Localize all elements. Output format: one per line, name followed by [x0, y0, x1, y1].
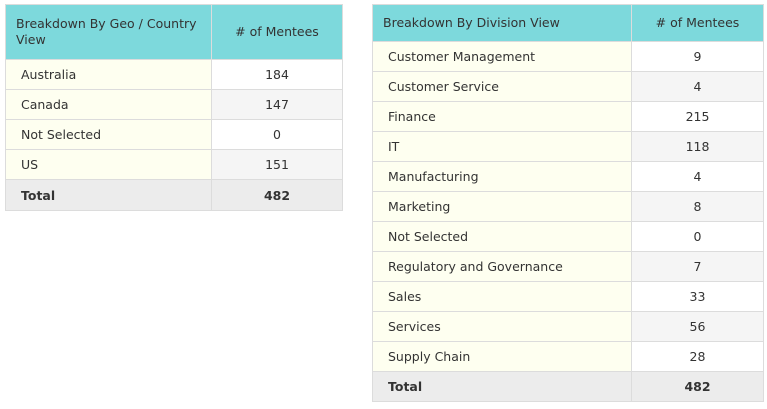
row-label: Not Selected: [5, 119, 212, 150]
table-row: Marketing 8: [372, 191, 764, 222]
row-label: Australia: [5, 59, 212, 90]
table-header-row: Breakdown By Division View # of Mentees: [372, 4, 764, 42]
table-row: Supply Chain 28: [372, 341, 764, 372]
row-label: Manufacturing: [372, 161, 632, 192]
total-value: 482: [211, 179, 343, 211]
row-value: 28: [631, 341, 764, 372]
division-breakdown-table: Breakdown By Division View # of Mentees …: [372, 4, 764, 402]
table-row: Customer Management 9: [372, 41, 764, 72]
table-header-row: Breakdown By Geo / Country View # of Men…: [5, 4, 343, 60]
row-label: Sales: [372, 281, 632, 312]
row-value: 184: [211, 59, 343, 90]
row-label: IT: [372, 131, 632, 162]
row-value: 147: [211, 89, 343, 120]
total-label: Total: [5, 179, 212, 211]
geo-header-value: # of Mentees: [211, 4, 343, 60]
row-label: US: [5, 149, 212, 180]
table-row: Sales 33: [372, 281, 764, 312]
row-label: Canada: [5, 89, 212, 120]
row-value: 7: [631, 251, 764, 282]
table-row: Not Selected 0: [372, 221, 764, 252]
table-row: Services 56: [372, 311, 764, 342]
row-value: 4: [631, 71, 764, 102]
row-label: Supply Chain: [372, 341, 632, 372]
row-value: 33: [631, 281, 764, 312]
total-row: Total 482: [372, 371, 764, 402]
table-row: Regulatory and Governance 7: [372, 251, 764, 282]
row-label: Customer Management: [372, 41, 632, 72]
row-value: 8: [631, 191, 764, 222]
row-label: Services: [372, 311, 632, 342]
row-label: Regulatory and Governance: [372, 251, 632, 282]
row-value: 4: [631, 161, 764, 192]
row-value: 151: [211, 149, 343, 180]
row-value: 118: [631, 131, 764, 162]
division-header-value: # of Mentees: [631, 4, 764, 42]
table-row: Not Selected 0: [5, 119, 343, 150]
table-row: Manufacturing 4: [372, 161, 764, 192]
row-label: Not Selected: [372, 221, 632, 252]
table-row: Finance 215: [372, 101, 764, 132]
row-value: 56: [631, 311, 764, 342]
division-header-label: Breakdown By Division View: [372, 4, 632, 42]
geo-header-label: Breakdown By Geo / Country View: [5, 4, 212, 60]
table-row: Australia 184: [5, 59, 343, 90]
table-row: Customer Service 4: [372, 71, 764, 102]
row-value: 9: [631, 41, 764, 72]
total-row: Total 482: [5, 179, 343, 211]
row-label: Finance: [372, 101, 632, 132]
table-row: IT 118: [372, 131, 764, 162]
geo-breakdown-table: Breakdown By Geo / Country View # of Men…: [5, 4, 343, 211]
total-value: 482: [631, 371, 764, 402]
row-value: 0: [631, 221, 764, 252]
row-value: 215: [631, 101, 764, 132]
total-label: Total: [372, 371, 632, 402]
row-label: Customer Service: [372, 71, 632, 102]
table-row: US 151: [5, 149, 343, 180]
row-label: Marketing: [372, 191, 632, 222]
table-row: Canada 147: [5, 89, 343, 120]
row-value: 0: [211, 119, 343, 150]
